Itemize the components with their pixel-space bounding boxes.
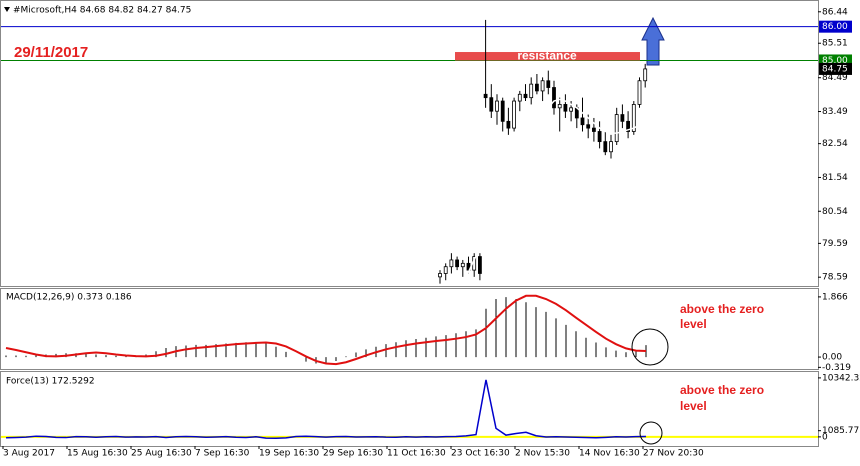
candle-body — [597, 131, 602, 143]
resistance-label: resistance — [517, 48, 577, 62]
candle-body — [637, 80, 642, 105]
candle-body — [523, 93, 528, 99]
macd-panel-frame — [0, 288, 819, 370]
candle-body — [603, 141, 608, 153]
y-tick-label: 78.59 — [822, 273, 848, 283]
candle-body — [592, 127, 596, 132]
y-tick-label: 83.49 — [822, 107, 848, 117]
candle-body — [535, 83, 539, 92]
candle-body — [455, 259, 460, 268]
y-tick-label: 0.00 — [822, 353, 842, 363]
candle-body — [449, 259, 454, 268]
candle-body — [529, 83, 534, 99]
candle-body — [489, 97, 494, 112]
y-tick-label: 1085.77 — [822, 426, 859, 436]
y-tick-label: 1.866 — [822, 292, 848, 302]
candle-body — [460, 262, 465, 268]
candle-body — [580, 117, 585, 126]
macd-title: MACD(12,26,9) 0.373 0.186 — [6, 293, 132, 303]
last-price-label: 84.75 — [822, 64, 848, 74]
candle-body — [506, 120, 511, 129]
x-tick-label: 14 Nov 16:30 — [579, 449, 640, 459]
macd-annotation: above the zero — [680, 302, 764, 316]
x-tick-label: 7 Sep 16:30 — [195, 449, 250, 459]
moving-average — [462, 98, 646, 284]
candle-body — [546, 80, 551, 88]
main-title: #Microsoft,H4 84.68 84.82 84.27 84.75 — [13, 6, 191, 16]
candle-body — [483, 93, 488, 99]
x-tick-label: 19 Sep 16:30 — [259, 449, 319, 459]
candle-body — [552, 87, 556, 109]
resistance-zone — [455, 52, 640, 61]
candle-body — [643, 68, 648, 82]
y-tick-label: 80.54 — [822, 207, 848, 217]
collapse-icon[interactable] — [4, 7, 10, 12]
date-label: 29/11/2017 — [14, 44, 88, 61]
candle-body — [631, 104, 636, 132]
level-label-box — [819, 20, 852, 33]
x-tick-label: 11 Oct 16:30 — [387, 449, 446, 459]
candle-body — [557, 104, 562, 109]
candle-body — [495, 100, 499, 112]
y-tick-label: 10342.32 — [822, 373, 860, 383]
x-tick-label: 23 Oct 16:30 — [451, 449, 510, 459]
highlight-circle — [631, 328, 669, 366]
force-annotation: level — [680, 399, 707, 413]
candle-body — [614, 114, 619, 143]
force-line — [5, 379, 647, 440]
y-tick-label: 0 — [822, 432, 828, 442]
force-annotation: above the zero — [680, 383, 764, 397]
candle-body — [512, 100, 516, 129]
y-tick-label: -0.319 — [822, 363, 851, 373]
level-label: 86.00 — [822, 22, 848, 32]
x-tick-label: 25 Aug 16:30 — [131, 449, 192, 459]
y-tick-label: 85.51 — [822, 39, 848, 49]
candle-body — [500, 100, 505, 122]
candle-body — [443, 266, 448, 274]
candle-body — [626, 120, 630, 132]
x-tick-label: 27 Nov 20:30 — [643, 449, 704, 459]
y-tick-label: 82.54 — [822, 139, 848, 149]
y-tick-label: 81.54 — [822, 173, 848, 183]
candle-body — [609, 141, 613, 153]
x-tick-label: 3 Aug 2017 — [3, 449, 55, 459]
candle-body — [563, 104, 568, 112]
candle-body — [477, 256, 482, 274]
x-tick-label: 29 Sep 16:30 — [323, 449, 383, 459]
y-tick-label: 84.49 — [822, 73, 848, 83]
macd-annotation: level — [680, 317, 707, 331]
x-tick-label: 2 Nov 15:30 — [515, 449, 570, 459]
force-panel-frame — [0, 371, 819, 447]
y-tick-label: 79.59 — [822, 239, 848, 249]
candle-body — [569, 107, 573, 112]
candle-body — [517, 93, 522, 102]
candle-body — [540, 80, 545, 92]
signal-line — [5, 294, 647, 366]
candle-body — [438, 273, 442, 278]
highlight-circle — [639, 421, 663, 445]
y-tick-label: 86.44 — [822, 7, 848, 17]
level-label: 85.00 — [822, 56, 848, 66]
force-title: Force(13) 172.5292 — [6, 377, 95, 387]
candle-body — [586, 124, 591, 129]
last-price-box — [819, 62, 852, 75]
candle-body — [620, 114, 625, 122]
x-tick-label: 15 Aug 16:30 — [67, 449, 128, 459]
